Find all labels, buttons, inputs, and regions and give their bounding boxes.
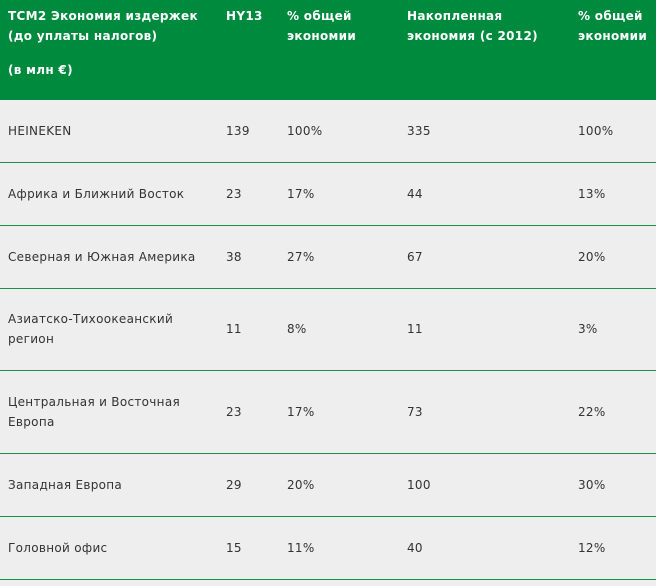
region-text: Западная Европа: [8, 477, 123, 492]
header-text: Накопленная: [407, 9, 503, 23]
value-cell: 335: [399, 100, 570, 163]
value-cell: 30%: [570, 453, 656, 517]
cell-text: 11: [407, 322, 423, 336]
header-cell: TCM2 Экономия издержек (до уплаты налогов…: [0, 0, 218, 100]
header-cell: % общей экономии: [570, 0, 656, 100]
region-text: Азиатско-Тихоокеанский: [8, 312, 174, 326]
cell-text: 139: [226, 123, 250, 138]
header-text: экономии: [578, 29, 648, 43]
value-cell: 100%: [570, 100, 656, 163]
value-cell: 38: [218, 225, 279, 289]
cell-text: 20%: [287, 477, 315, 492]
cell-text: 23: [226, 186, 242, 201]
header-cell: Накопленная экономия (с 2012): [399, 0, 570, 100]
region-text: Европа: [8, 414, 55, 429]
table-row: Западная Европа 29 20% 100 30%: [0, 453, 656, 517]
value-cell: 8%: [279, 288, 399, 371]
cell-text: 11%: [287, 540, 315, 555]
header-row: TCM2 Экономия издержек (до уплаты налогов…: [0, 0, 656, 100]
region-text: Головной офис: [8, 540, 108, 555]
region-cell: Головной офис: [0, 516, 218, 580]
value-cell: 11%: [279, 516, 399, 580]
value-cell: 17%: [279, 370, 399, 454]
value-cell: 13%: [570, 162, 656, 226]
region-cell: Африка и Ближний Восток: [0, 162, 218, 226]
value-cell: 20%: [570, 225, 656, 289]
value-cell: 11: [218, 288, 279, 371]
value-cell: 11: [399, 288, 570, 371]
cell-text: 17%: [287, 186, 315, 201]
value-cell: 17%: [279, 162, 399, 226]
table-row: HEINEKEN 139 100% 335 100%: [0, 100, 656, 163]
value-cell: 12%: [570, 516, 656, 580]
value-cell: 23: [218, 162, 279, 226]
value-cell: 29: [218, 453, 279, 517]
header-text: % общей: [578, 9, 643, 23]
value-cell: 44: [399, 162, 570, 226]
value-cell: 139: [218, 100, 279, 163]
cell-text: 20%: [578, 249, 606, 264]
cell-text: 38: [226, 249, 242, 264]
cell-text: 3%: [578, 322, 598, 336]
cell-text: 100%: [287, 123, 323, 138]
table-row: Центральная и Восточная Европа 23 17% 73 22%: [0, 370, 656, 454]
value-cell: 27%: [279, 225, 399, 289]
value-cell: 3%: [570, 288, 656, 371]
cell-text: 23: [226, 404, 242, 419]
cell-text: 27%: [287, 249, 315, 264]
header-text: TCM2 Экономия издержек: [8, 9, 198, 23]
header-text: экономии: [287, 29, 357, 43]
cell-text: 100: [407, 477, 431, 492]
table-body: HEINEKEN 139 100% 335 100% Африка и Ближний В…: [0, 100, 656, 580]
header-cell: HY13: [218, 0, 279, 100]
region-cell: Центральная и Восточная Европа: [0, 370, 218, 454]
cell-text: 73: [407, 404, 423, 419]
value-cell: 20%: [279, 453, 399, 517]
cell-text: 13%: [578, 186, 606, 201]
region-text: Африка и Ближний Восток: [8, 186, 185, 201]
cell-text: 40: [407, 540, 423, 555]
cell-text: 100%: [578, 123, 614, 138]
value-cell: 100%: [279, 100, 399, 163]
value-cell: 22%: [570, 370, 656, 454]
table-row: Головной офис 15 11% 40 12%: [0, 516, 656, 580]
value-cell: 73: [399, 370, 570, 454]
region-text: регион: [8, 332, 55, 346]
header-cell: % общей экономии: [279, 0, 399, 100]
region-cell: HEINEKEN: [0, 100, 218, 163]
cell-text: 29: [226, 477, 242, 492]
cell-text: 8%: [287, 322, 307, 336]
value-cell: 23: [218, 370, 279, 454]
region-text: Северная и Южная Америка: [8, 249, 196, 264]
cell-text: 22%: [578, 404, 606, 419]
region-cell: Северная и Южная Америка: [0, 225, 218, 289]
cell-text: 17%: [287, 404, 315, 419]
region-text: HEINEKEN: [8, 123, 72, 138]
region-cell: Западная Европа: [0, 453, 218, 517]
value-cell: 67: [399, 225, 570, 289]
header-unit: (в млн €): [8, 63, 73, 77]
cell-text: 335: [407, 123, 431, 138]
table-row: Северная и Южная Америка 38 27% 67 20%: [0, 225, 656, 289]
header-text: % общей: [287, 9, 352, 23]
table-row: Азиатско-Тихоокеанский регион 11 8% 11 3%: [0, 288, 656, 371]
cell-text: 11: [226, 322, 242, 336]
cell-text: 15: [226, 540, 242, 555]
value-cell: 40: [399, 516, 570, 580]
cell-text: 12%: [578, 540, 606, 555]
table-row: Африка и Ближний Восток 23 17% 44 13%: [0, 162, 656, 226]
value-cell: 15: [218, 516, 279, 580]
header-text: HY13: [226, 9, 263, 23]
region-cell: Азиатско-Тихоокеанский регион: [0, 288, 218, 371]
header-text: экономия (с 2012): [407, 29, 538, 43]
cell-text: 44: [407, 186, 423, 201]
cell-text: 30%: [578, 477, 606, 492]
region-text: Центральная и Восточная: [8, 394, 181, 409]
header-text: (до уплаты налогов): [8, 29, 158, 43]
cell-text: 67: [407, 249, 423, 264]
value-cell: 100: [399, 453, 570, 517]
